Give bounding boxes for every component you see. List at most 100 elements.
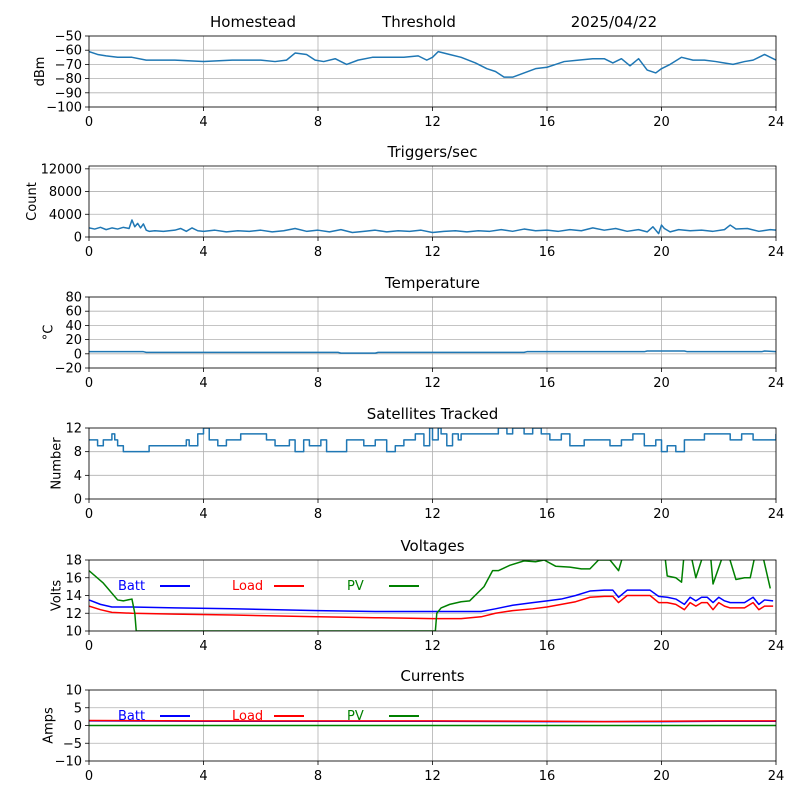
x-tick-label: 8 (314, 507, 322, 522)
x-tick-label: 12 (424, 245, 441, 260)
x-tick-label: 24 (768, 245, 785, 260)
y-tick-label: 40 (65, 319, 82, 334)
y-tick-label: 18 (65, 554, 82, 569)
y-tick-label: 4000 (49, 208, 82, 223)
y-tick-label: 60 (65, 305, 82, 320)
x-tick-label: 20 (653, 115, 670, 130)
y-tick-label: 14 (65, 589, 82, 604)
y-tick-label: 10 (65, 684, 82, 699)
legend-label-load: Load (232, 579, 263, 594)
y-tick-label: −5 (63, 737, 82, 752)
x-tick-label: 4 (199, 245, 207, 260)
panel-title: Currents (400, 667, 464, 685)
x-tick-label: 16 (539, 245, 556, 260)
x-tick-label: 8 (314, 769, 322, 784)
x-tick-label: 0 (85, 115, 93, 130)
x-tick-label: 0 (85, 245, 93, 260)
x-tick-label: 8 (314, 639, 322, 654)
y-tick-label: 80 (65, 291, 82, 306)
y-tick-label: 4 (74, 469, 82, 484)
x-tick-label: 8 (314, 115, 322, 130)
y-tick-label: 12 (65, 422, 82, 437)
x-tick-label: 16 (539, 639, 556, 654)
y-tick-label: 0 (74, 347, 82, 362)
pv-line (89, 560, 772, 631)
y-axis-label: Number (50, 437, 65, 490)
header-mode: Threshold (381, 13, 456, 31)
y-tick-label: 0 (74, 719, 82, 734)
x-tick-label: 20 (653, 245, 670, 260)
y-tick-label: 0 (74, 493, 82, 508)
x-tick-label: 8 (314, 245, 322, 260)
y-tick-label: −90 (55, 86, 82, 101)
x-tick-label: 0 (85, 769, 93, 784)
y-axis-label: Volts (50, 580, 65, 612)
y-tick-label: 10 (65, 625, 82, 640)
series-line (89, 428, 776, 453)
y-tick-label: −100 (46, 101, 82, 116)
x-tick-label: 24 (768, 507, 785, 522)
y-axis-label: Amps (41, 707, 56, 744)
y-tick-label: 5 (74, 701, 82, 716)
y-tick-label: −50 (55, 30, 82, 45)
y-tick-label: −80 (55, 72, 82, 87)
legend-label-pv: PV (347, 579, 364, 594)
x-tick-label: 12 (424, 376, 441, 391)
x-tick-label: 4 (199, 639, 207, 654)
y-tick-label: 8 (74, 445, 82, 460)
legend-label-batt: Batt (118, 709, 145, 724)
legend-label-load: Load (232, 709, 263, 724)
y-tick-label: 20 (65, 333, 82, 348)
x-tick-label: 8 (314, 376, 322, 391)
batt-line (89, 589, 774, 613)
header-date: 2025/04/22 (571, 13, 657, 31)
x-tick-label: 24 (768, 639, 785, 654)
x-tick-label: 16 (539, 507, 556, 522)
x-tick-label: 20 (653, 376, 670, 391)
x-tick-label: 16 (539, 376, 556, 391)
x-tick-label: 0 (85, 376, 93, 391)
y-tick-label: 8000 (49, 185, 82, 200)
load-line (89, 719, 776, 723)
x-tick-label: 0 (85, 507, 93, 522)
x-tick-label: 4 (199, 376, 207, 391)
x-tick-label: 0 (85, 639, 93, 654)
panel-currents: Batt Load PV 0 4 8 12 16 20 24 −10 −5 0 5 10 Amps Curren… (41, 667, 784, 784)
load-line (89, 594, 774, 620)
x-tick-label: 4 (199, 769, 207, 784)
x-tick-label: 4 (199, 115, 207, 130)
x-tick-label: 16 (539, 769, 556, 784)
header-station: Homestead (210, 13, 296, 31)
legend-label-batt: Batt (118, 579, 145, 594)
y-axis-label: dBm (33, 57, 48, 87)
panel-title: Satellites Tracked (367, 405, 498, 423)
x-tick-label: 20 (653, 769, 670, 784)
x-tick-label: 24 (768, 376, 785, 391)
y-axis-label: Count (25, 182, 40, 221)
legend-label-pv: PV (347, 709, 364, 724)
series-line (89, 50, 776, 78)
y-tick-label: −10 (55, 755, 82, 770)
x-tick-label: 24 (768, 769, 785, 784)
y-tick-label: −20 (55, 362, 82, 377)
series-line (89, 219, 776, 235)
y-tick-label: 0 (74, 231, 82, 246)
x-tick-label: 12 (424, 769, 441, 784)
x-tick-label: 20 (653, 507, 670, 522)
x-tick-label: 4 (199, 507, 207, 522)
panel-title: Triggers/sec (387, 143, 478, 161)
x-tick-label: 20 (653, 639, 670, 654)
x-tick-label: 12 (424, 639, 441, 654)
panel-title: Temperature (384, 274, 480, 292)
x-tick-label: 12 (424, 115, 441, 130)
panel-title: Voltages (400, 537, 464, 555)
y-tick-label: 12 (65, 607, 82, 622)
y-tick-label: −70 (55, 58, 82, 73)
x-tick-label: 12 (424, 507, 441, 522)
